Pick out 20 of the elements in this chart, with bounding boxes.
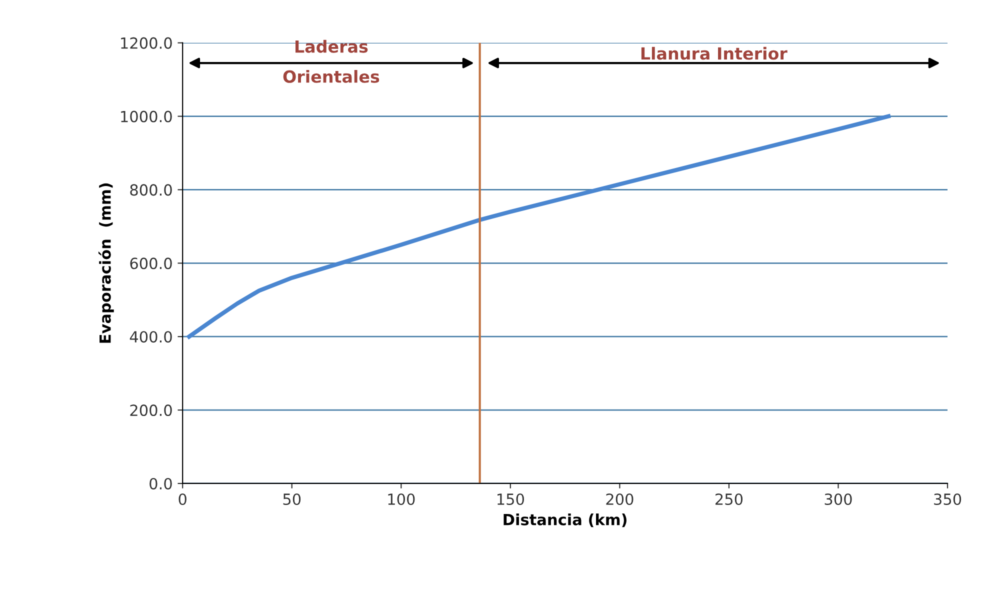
x-tick-label: 150 bbox=[498, 493, 524, 506]
x-tick-label: 350 bbox=[934, 493, 962, 506]
x-tick-label: 100 bbox=[388, 493, 415, 506]
line-series bbox=[187, 114, 891, 339]
x-tick-label: 50 bbox=[283, 493, 301, 506]
y-tick-label: 0.0 bbox=[150, 478, 172, 490]
y-tick-label: 400.0 bbox=[130, 331, 172, 343]
x-tick-label: 200 bbox=[606, 493, 634, 506]
x-tick-label: 300 bbox=[824, 493, 852, 506]
y-tick-label: 600.0 bbox=[130, 258, 172, 270]
annotation: Laderas Orientales bbox=[283, 40, 380, 83]
annotation: Llanura Interior bbox=[641, 46, 788, 60]
y-tick-label: 200.0 bbox=[130, 404, 172, 416]
y-tick-label: 800.0 bbox=[130, 184, 172, 196]
x-tick-label: 250 bbox=[716, 493, 743, 506]
y-tick-label: 1000.0 bbox=[121, 110, 172, 122]
y-tick-label: 1200.0 bbox=[121, 37, 172, 49]
x-tick-label: 0 bbox=[178, 493, 186, 506]
y-axis-title: Evaporación (mm) bbox=[98, 183, 114, 343]
x-axis-title: Distancia (km) bbox=[504, 514, 626, 528]
